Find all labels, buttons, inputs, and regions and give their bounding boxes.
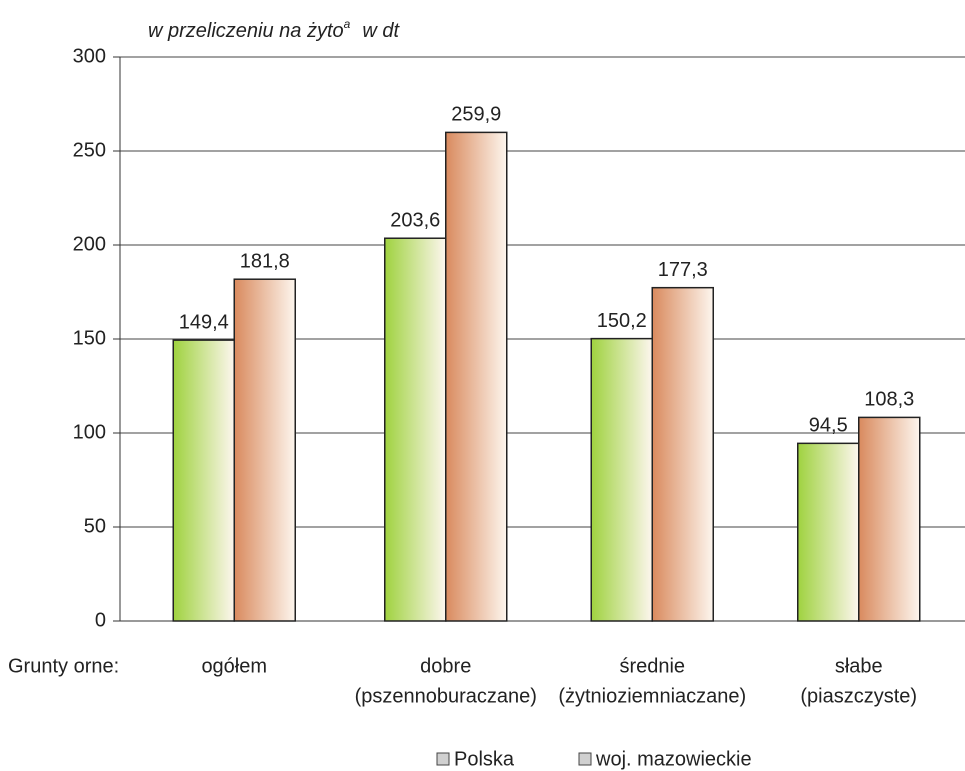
value-label: 181,8 <box>240 250 290 272</box>
x-tick-label: średnie <box>619 655 685 677</box>
legend-swatch <box>578 752 592 766</box>
bar <box>651 286 714 622</box>
bar <box>445 131 508 622</box>
value-label: 94,5 <box>809 415 848 437</box>
value-label: 177,3 <box>658 259 708 281</box>
y-tick-label: 0 <box>95 609 106 631</box>
y-tick-label: 200 <box>73 233 106 255</box>
value-label: 150,2 <box>597 310 647 332</box>
y-label-sup: a <box>344 17 351 31</box>
legend-swatch <box>436 752 450 766</box>
y-tick-label: 150 <box>73 327 106 349</box>
y-tick-label: 300 <box>73 45 106 67</box>
bar <box>384 237 447 622</box>
legend-label: woj. mazowieckie <box>595 748 752 770</box>
y-label-text: w przeliczeniu na żyto <box>148 20 344 42</box>
legend-label: Polska <box>454 748 515 770</box>
bar <box>797 442 860 622</box>
bar <box>590 337 653 622</box>
x-tick-label: słabe <box>835 655 883 677</box>
bar <box>858 416 921 622</box>
y-axis-label: w przeliczeniu na żytoa w dt <box>148 17 400 42</box>
x-tick-label: (piaszczyste) <box>800 685 917 707</box>
bar <box>172 339 235 622</box>
x-axis-label: Grunty orne: <box>8 655 119 677</box>
x-tick-label: dobre <box>420 655 471 677</box>
y-label-unit: w dt <box>362 20 400 42</box>
x-tick-label: (żytnioziemniaczane) <box>558 685 746 707</box>
y-tick-label: 250 <box>73 139 106 161</box>
y-tick-label: 100 <box>73 421 106 443</box>
y-tick-label: 50 <box>84 515 106 537</box>
value-label: 259,9 <box>451 104 501 126</box>
x-tick-label: (pszennoburaczane) <box>355 685 537 707</box>
value-label: 203,6 <box>390 210 440 232</box>
x-tick-label: ogółem <box>201 655 267 677</box>
bar <box>233 278 296 622</box>
value-label: 149,4 <box>179 311 229 333</box>
value-label: 108,3 <box>864 389 914 411</box>
